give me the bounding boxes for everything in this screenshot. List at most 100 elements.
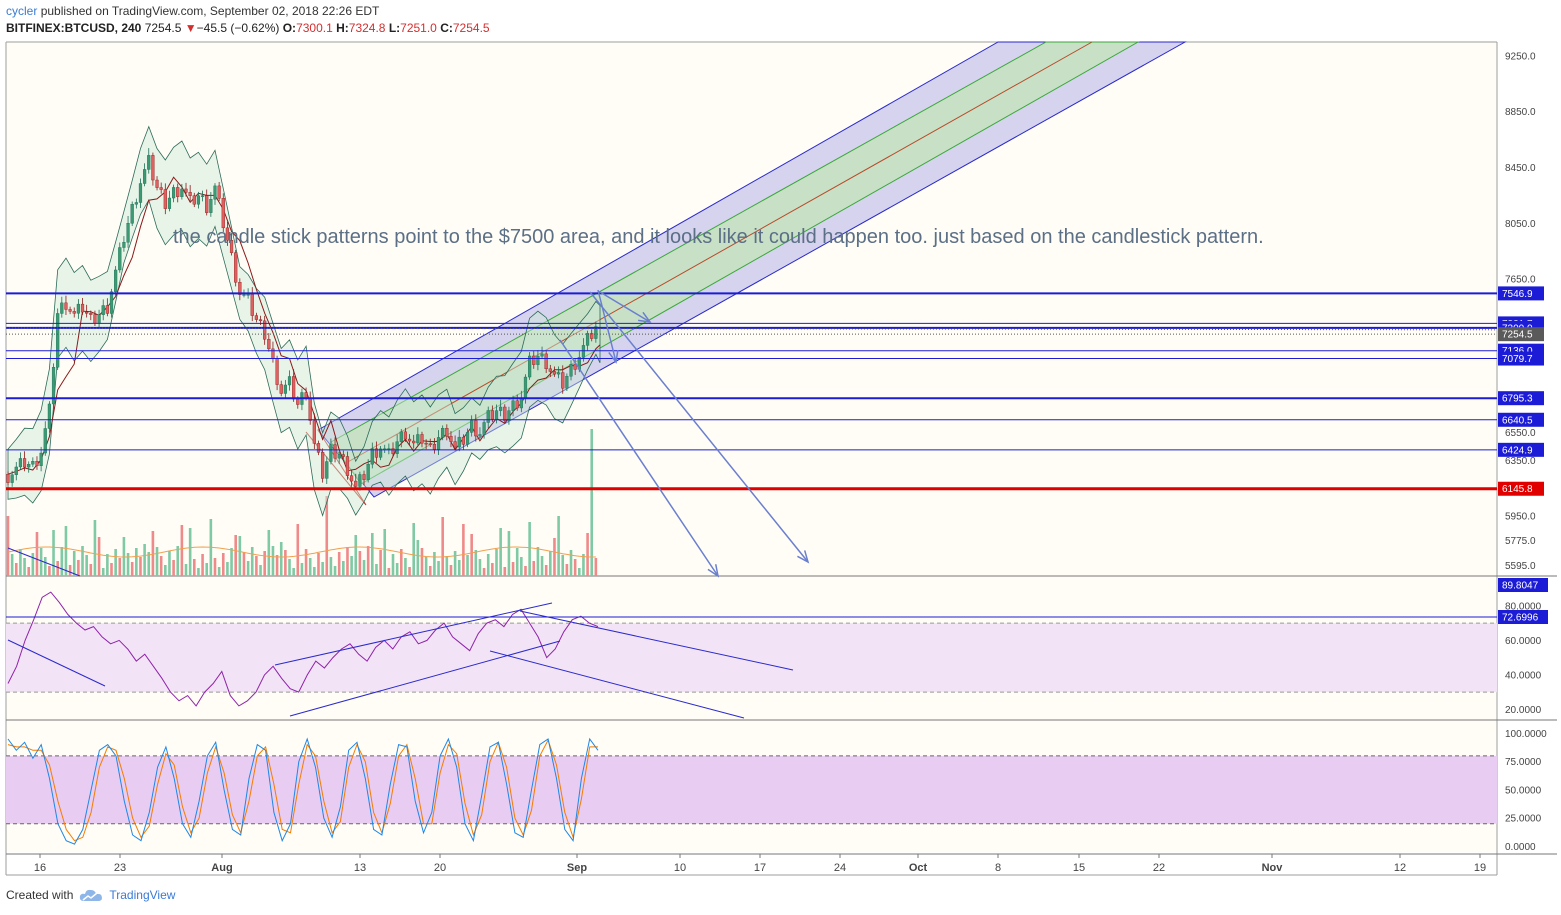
volume-bar — [43, 557, 47, 576]
candle — [528, 355, 532, 378]
volume-bar — [586, 533, 589, 576]
candle — [105, 305, 109, 314]
volume-bar — [259, 565, 262, 576]
volume-bar — [250, 547, 254, 576]
projection-arrow — [559, 339, 719, 577]
level-label: 6640.5 — [1502, 415, 1533, 426]
volume-bar — [412, 523, 416, 576]
volume-series — [6, 429, 598, 576]
candle — [478, 434, 482, 437]
volume-bar — [346, 547, 349, 576]
candle — [35, 461, 39, 466]
stoch-tick-label: 25.0000 — [1505, 814, 1542, 825]
volume-bar — [72, 551, 76, 576]
candle-series — [6, 148, 598, 491]
volume-bar — [135, 548, 138, 576]
volume-bar — [279, 542, 283, 576]
volume-bar — [362, 560, 366, 576]
time-tick-label: 15 — [1073, 862, 1085, 874]
volume-bar — [582, 554, 585, 576]
rsi-tick-label: 20.0000 — [1505, 705, 1542, 716]
rsi-trend-line — [519, 610, 794, 671]
volume-bar — [383, 529, 387, 576]
candle — [308, 397, 312, 421]
volume-bar — [453, 551, 457, 576]
open-label: O: — [282, 21, 297, 35]
candle — [445, 428, 449, 437]
author-link[interactable]: cycler — [6, 4, 38, 18]
candle — [321, 452, 325, 479]
change-down-icon: ▼ — [184, 21, 197, 35]
rsi-trend-line — [274, 602, 553, 666]
candle — [490, 410, 494, 420]
level-label-bg — [1498, 481, 1544, 496]
volume-bar — [573, 559, 577, 576]
rsi-line — [7, 591, 599, 707]
rsi-tick-label: 60.0000 — [1505, 636, 1542, 647]
candle — [457, 436, 461, 448]
candle — [47, 403, 51, 429]
volume-bar — [304, 549, 308, 576]
stoch-tick-label: 75.0000 — [1505, 757, 1542, 768]
volume-bar — [557, 516, 560, 576]
candle — [511, 400, 515, 411]
level-label: 7079.7 — [1502, 354, 1533, 365]
stoch-band — [6, 755, 1497, 824]
candle — [573, 364, 577, 370]
level-label: 7546.9 — [1502, 289, 1533, 300]
level-label-bg — [1498, 412, 1544, 427]
volume-bar — [536, 547, 540, 576]
time-tick-label: Aug — [211, 862, 232, 874]
candle — [217, 185, 221, 199]
rsi-band — [6, 623, 1497, 693]
volume-bar — [172, 560, 175, 576]
candle — [130, 204, 134, 224]
rsi-tick-label: 40.0000 — [1505, 670, 1542, 681]
volume-bar — [499, 528, 502, 576]
volume-bar — [52, 530, 55, 576]
candle — [412, 440, 416, 444]
volume-bar — [263, 551, 266, 576]
candle — [283, 384, 287, 394]
volume-bar — [540, 556, 544, 576]
stoch-tick-label: 0.0000 — [1505, 842, 1536, 853]
volume-bar — [93, 520, 97, 576]
volume-bar — [313, 567, 316, 576]
volume-bar — [445, 556, 449, 576]
symbol-name[interactable]: BITFINEX:BTCUSD, 240 — [6, 21, 142, 35]
volume-bar — [10, 554, 14, 576]
candle — [395, 441, 399, 454]
volume-bar — [271, 546, 275, 576]
candle — [225, 227, 230, 241]
volume-bar — [333, 566, 337, 576]
volume-bar — [184, 564, 188, 576]
candle — [167, 197, 172, 209]
tradingview-link[interactable]: TradingView — [109, 888, 176, 902]
volume-bar — [27, 567, 30, 576]
time-tick-label: 17 — [754, 862, 766, 874]
candle — [85, 311, 89, 314]
candle — [544, 353, 548, 370]
volume-bar — [56, 561, 59, 576]
volume-bar — [329, 557, 333, 576]
candle — [329, 444, 333, 462]
volume-bar — [60, 547, 64, 576]
candle — [101, 305, 105, 315]
annotation-text: the candle stick patterns point to the $… — [173, 226, 1264, 248]
candle — [362, 474, 366, 480]
volume-bar — [486, 554, 490, 576]
volume-bar — [68, 565, 72, 576]
projection-arrow-head — [608, 350, 619, 364]
candle — [333, 444, 337, 459]
candle — [565, 376, 569, 389]
candle — [436, 437, 441, 450]
volume-bar — [342, 561, 345, 576]
candle — [358, 474, 362, 487]
volume-bar — [197, 568, 200, 576]
candle — [159, 187, 163, 190]
volume-bar — [77, 560, 80, 576]
current-price-label-bg — [1498, 327, 1544, 342]
volume-bar — [404, 558, 407, 576]
candle — [354, 480, 358, 487]
